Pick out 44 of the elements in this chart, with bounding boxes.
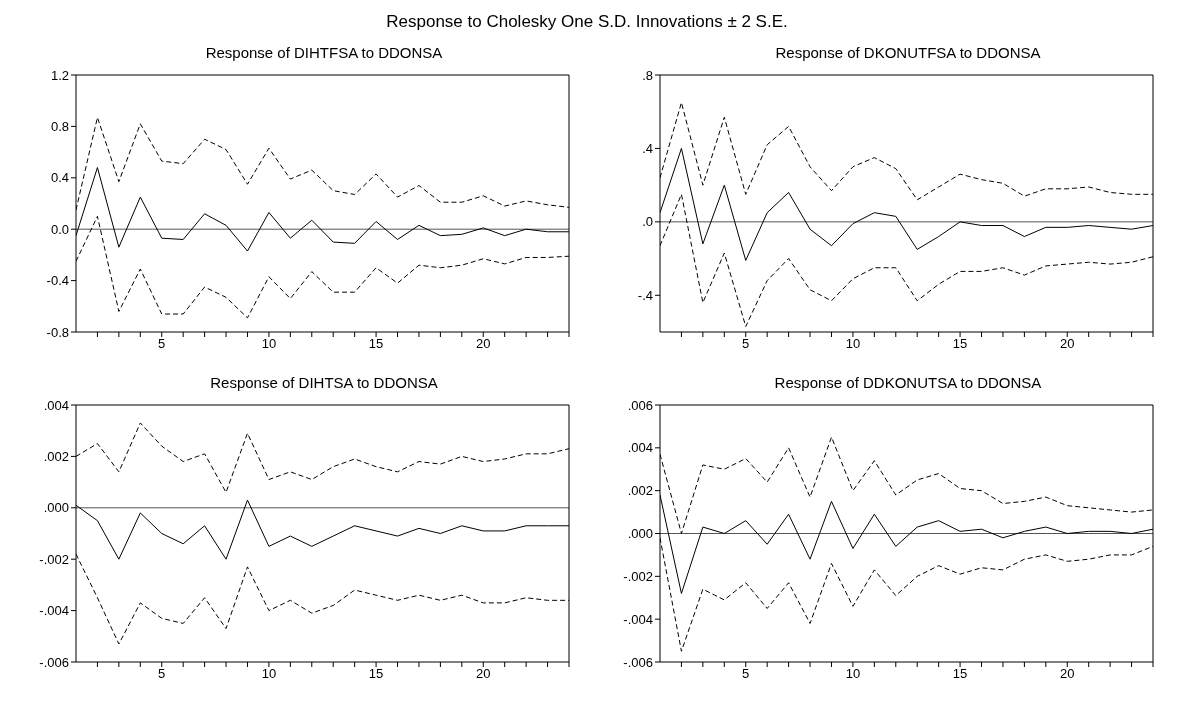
x-tick-label: 10 [261,336,277,352]
y-tick-label: .0 [642,214,653,230]
y-tick-label: .004 [43,397,69,413]
y-tick-label: -.4 [637,287,653,303]
x-tick-label: 5 [742,666,750,682]
x-tick-label: 20 [476,336,491,352]
x-tick-label: 15 [952,666,968,682]
y-tick-label: 0.0 [50,221,69,237]
y-tick-label: .000 [43,500,69,516]
x-tick-label: 5 [742,336,750,352]
chart-title: Response of DKONUTFSA to DDONSA [774,44,1042,63]
y-tick-label: 1.2 [50,67,69,83]
x-tick-label: 15 [368,666,384,682]
y-tick-label: .002 [43,449,69,465]
x-tick-label: 20 [476,666,491,682]
y-tick-label: .002 [627,483,653,499]
y-tick-label: -0.4 [46,273,69,289]
y-tick-label: 0.8 [50,119,69,135]
y-tick-label: .8 [642,67,653,83]
y-tick-label: .004 [627,440,653,456]
y-tick-label: .000 [627,526,653,542]
y-tick-label: -.004 [623,611,653,627]
chart-title: Response of DIHTFSA to DDONSA [204,44,444,63]
y-tick-label: -.002 [39,551,69,567]
text: Response to Cholesky One S.D. Innovations ± 2 S.E. [385,12,789,32]
x-tick-label: 20 [1060,666,1075,682]
chart-title: Response of DDKONUTSA to DDONSA [773,374,1043,393]
x-tick-label: 10 [261,666,277,682]
x-tick-label: 10 [845,666,861,682]
y-tick-label: -0.8 [46,324,69,340]
x-tick-label: 20 [1060,336,1075,352]
y-tick-label: -.002 [623,568,653,584]
x-tick-label: 5 [158,666,166,682]
y-tick-label: -.006 [39,654,69,670]
x-tick-label: 10 [845,336,861,352]
y-tick-label: .4 [642,141,653,157]
x-tick-label: 5 [158,336,166,352]
y-tick-label: -.006 [623,654,653,670]
chart-title: Response of DIHTSA to DDONSA [209,374,439,393]
x-tick-label: 15 [368,336,384,352]
y-tick-label: -.004 [39,603,69,619]
x-tick-label: 15 [952,336,968,352]
y-tick-label: 0.4 [50,170,69,186]
y-tick-label: .006 [627,397,653,413]
